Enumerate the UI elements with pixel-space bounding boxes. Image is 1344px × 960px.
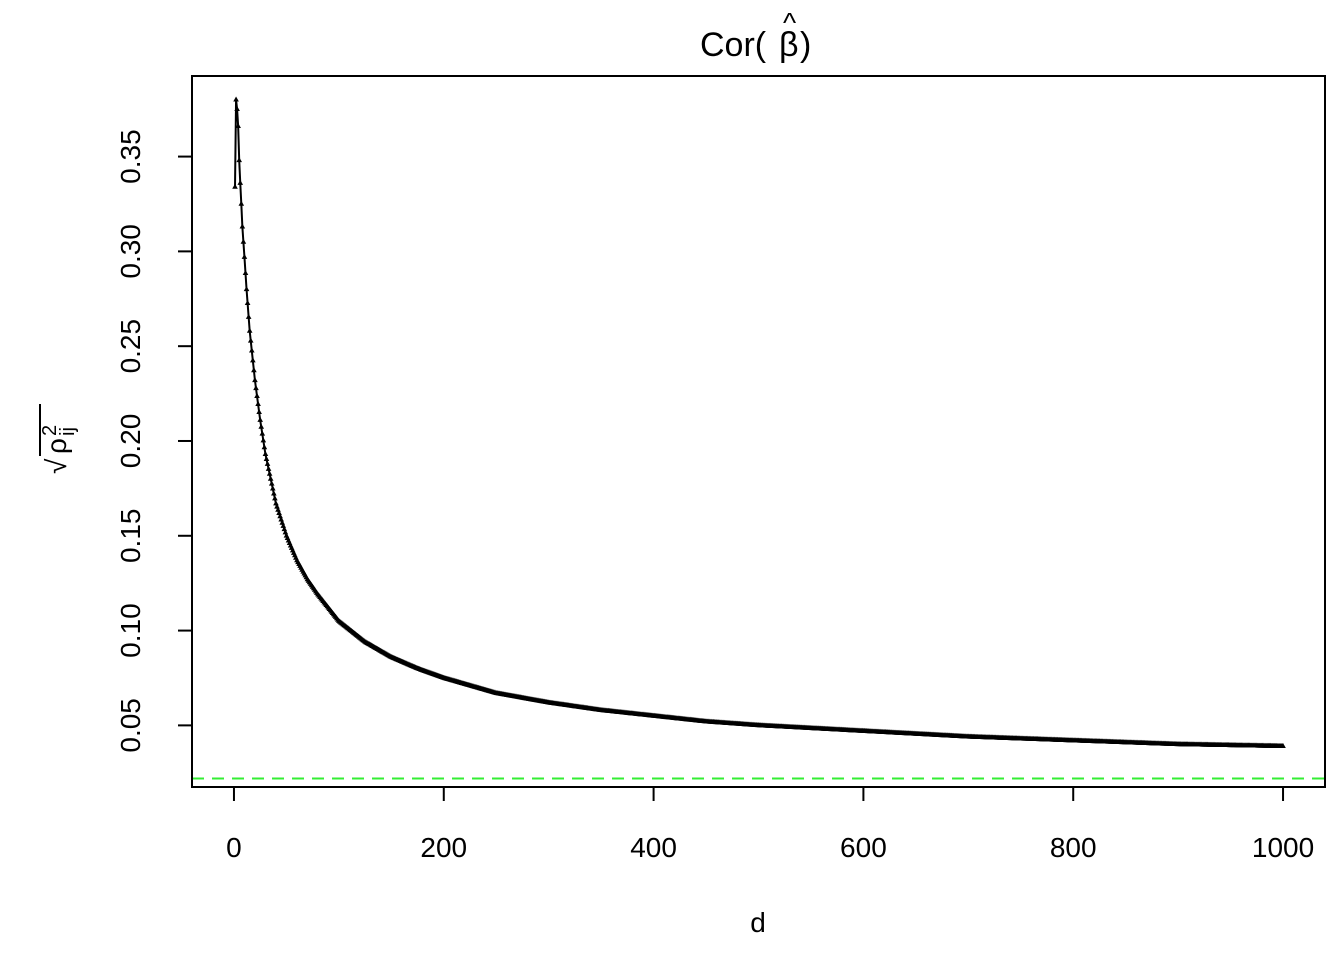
data-point (280, 522, 287, 528)
data-point (246, 327, 253, 333)
data-point (275, 506, 281, 512)
data-point (1280, 743, 1286, 749)
x-tick-label: 200 (420, 832, 467, 863)
data-point (232, 183, 238, 189)
plot-area (192, 96, 1325, 780)
data-point (257, 416, 263, 422)
data-point (269, 485, 276, 491)
data-point (244, 300, 251, 305)
data-point (256, 408, 262, 414)
y-tick-label: 0.25 (115, 319, 146, 374)
data-point (260, 437, 267, 443)
data-point (251, 367, 257, 373)
chart-title-suffix: ) (800, 26, 811, 64)
y-tick-label: 0.20 (115, 414, 146, 469)
x-axis-label: d (750, 907, 766, 938)
data-point (239, 223, 246, 229)
series-markers (232, 96, 1286, 749)
data-point (276, 510, 282, 516)
data-point (245, 313, 252, 319)
x-tick-label: 0 (226, 832, 242, 863)
data-point (254, 393, 260, 399)
data-point (249, 347, 255, 353)
data-point (238, 200, 245, 206)
data-point (261, 444, 268, 450)
data-point (282, 529, 289, 535)
data-point (237, 179, 244, 185)
data-point (271, 490, 277, 496)
data-point (241, 253, 248, 259)
data-point (258, 423, 265, 429)
chart-title-beta: β (779, 26, 799, 64)
data-point (235, 123, 241, 129)
y-axis-label: √ ρ 2 ij (39, 404, 79, 474)
data-point (242, 269, 249, 275)
y-axis-label-subscript: ij (57, 427, 79, 436)
data-point (253, 385, 259, 391)
chart-title-hat: ^ (783, 7, 796, 38)
data-point (277, 513, 283, 519)
y-tick-label: 0.15 (115, 509, 146, 564)
data-point (247, 337, 254, 343)
data-point (236, 157, 243, 163)
data-point (279, 519, 286, 525)
y-axis-label-root: √ (41, 458, 72, 474)
chart-title-prefix: Cor( (700, 26, 767, 64)
y-tick-label: 0.10 (115, 603, 146, 658)
data-point (268, 480, 275, 486)
data-point (264, 460, 271, 466)
data-point (263, 455, 270, 461)
data-point (259, 430, 266, 436)
x-tick-label: 400 (630, 832, 677, 863)
data-point (243, 286, 250, 292)
data-point (278, 516, 284, 522)
data-point (265, 465, 272, 471)
y-tick-label: 0.05 (115, 698, 146, 753)
y-tick-label: 0.30 (115, 224, 146, 279)
y-axis-label-superscript: 2 (39, 425, 61, 436)
chart-title: Cor( β ^ ) (700, 7, 811, 64)
data-point (272, 495, 278, 501)
data-point (267, 475, 274, 481)
data-point (281, 526, 288, 532)
x-tick-label: 1000 (1252, 832, 1314, 863)
data-point (250, 357, 256, 363)
y-tick-label: 0.35 (115, 129, 146, 184)
x-tick-label: 600 (840, 832, 887, 863)
data-point (255, 401, 261, 406)
data-point (273, 500, 279, 506)
data-point (274, 503, 280, 509)
data-point (233, 96, 239, 102)
data-point (240, 238, 247, 244)
data-point (262, 451, 269, 457)
data-point (234, 105, 240, 111)
data-point (266, 470, 273, 476)
x-tick-label: 800 (1050, 832, 1097, 863)
y-axis-label-rho: ρ (41, 438, 72, 454)
data-point (252, 377, 258, 383)
y-axis: 0.05 0.10 0.15 0.20 0.25 0.30 0.35 (115, 129, 193, 753)
x-axis: 0 200 400 600 800 1000 (226, 786, 1314, 863)
